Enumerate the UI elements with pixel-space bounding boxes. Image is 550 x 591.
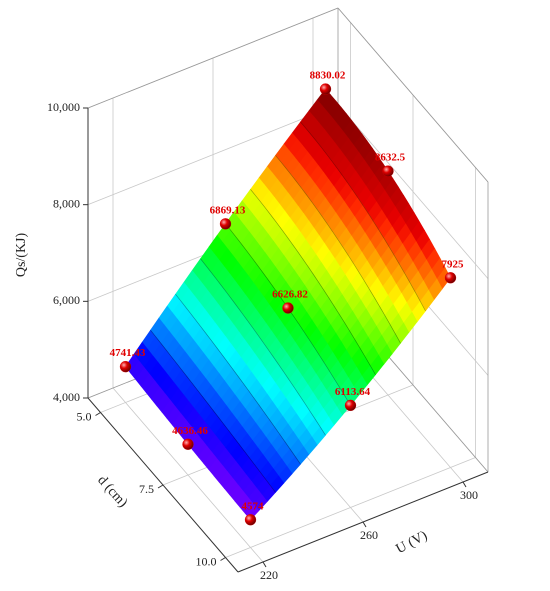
y-tick-label: 5.0	[77, 409, 92, 423]
data-point	[444, 272, 457, 284]
data-label: 4574	[242, 500, 265, 512]
data-label: 4741.43	[110, 347, 146, 359]
y-tick-label: 10.0	[196, 554, 217, 568]
contour-line	[300, 121, 426, 312]
contour-line	[200, 258, 326, 436]
data-label: 6869.13	[210, 204, 246, 216]
grid-line	[225, 457, 476, 558]
contour-line	[150, 329, 276, 493]
data-point	[119, 361, 132, 373]
y-tick	[95, 412, 101, 416]
data-point	[282, 302, 294, 314]
x-axis-title: U (V)	[394, 528, 431, 557]
z-tick-label: 8,000	[53, 196, 80, 210]
data-point	[182, 438, 194, 450]
data-label: 6626.82	[272, 289, 308, 301]
z-tick-label: 10,000	[47, 100, 80, 114]
y-axis-title: d (cm)	[94, 473, 130, 511]
data-label: 8830.02	[310, 70, 346, 82]
data-label: 7925	[442, 258, 465, 270]
contour-line	[250, 189, 376, 375]
data-point	[382, 165, 394, 177]
x-tick-label: 220	[260, 568, 278, 582]
x-tick	[262, 561, 267, 568]
contour-line	[175, 294, 301, 465]
x-tick	[462, 481, 467, 488]
y-tick	[220, 557, 226, 561]
z-axis-title: Qs/(KJ)	[14, 233, 29, 278]
z-tick-label: 6,000	[53, 293, 80, 307]
data-point	[244, 514, 257, 526]
y-tick-label: 7.5	[139, 482, 154, 496]
data-point	[219, 218, 232, 230]
data-label: 8632.5	[375, 152, 406, 164]
x-tick-label: 300	[460, 488, 478, 502]
box-edge	[87, 7, 339, 109]
z-tick-label: 4,000	[53, 390, 80, 404]
data-point	[344, 399, 357, 411]
y-tick	[157, 484, 164, 489]
data-label: 4636.46	[172, 425, 208, 437]
data-label: 6113.64	[335, 386, 371, 398]
data-point	[319, 83, 332, 95]
box-edge	[337, 7, 489, 183]
x-tick-label: 260	[360, 528, 378, 542]
contour-line	[275, 155, 401, 344]
x-tick	[362, 521, 367, 528]
